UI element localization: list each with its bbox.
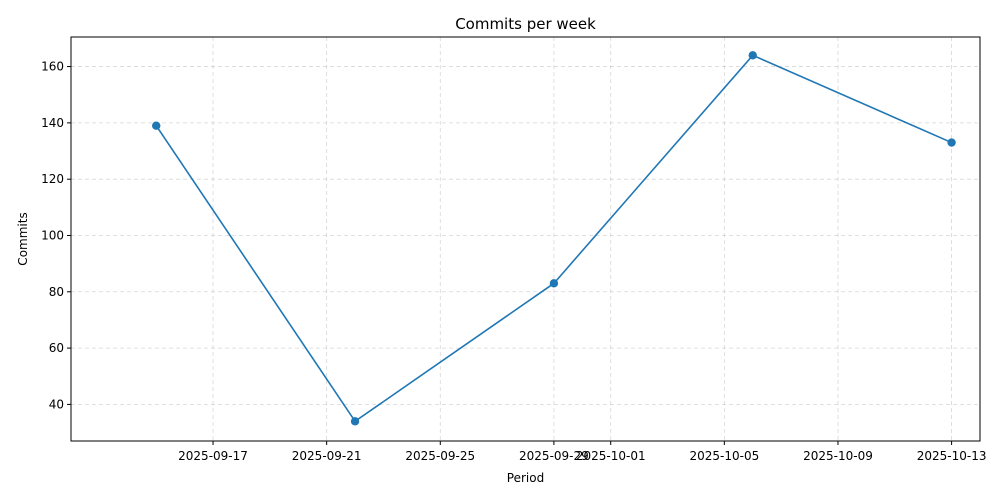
- x-tick-label: 2025-09-25: [405, 449, 475, 463]
- x-tick-label: 2025-09-21: [292, 449, 362, 463]
- axis-ticks: 2025-09-17 2025-09-21 2025-09-25 2025-09-29…: [41, 60, 986, 463]
- series-layer: [152, 51, 956, 426]
- y-tick-label: 60: [49, 341, 64, 355]
- y-tick-label: 160: [41, 60, 64, 74]
- data-point: [152, 121, 161, 130]
- data-point: [947, 138, 956, 147]
- y-tick-label: 140: [41, 116, 64, 130]
- y-tick-label: 80: [49, 285, 64, 299]
- x-tick-label: 2025-10-05: [689, 449, 759, 463]
- grid: [71, 37, 980, 441]
- plot-area-frame: [70, 36, 981, 442]
- chart-title: Commits per week: [455, 15, 596, 33]
- x-tick-label: 2025-10-13: [917, 449, 987, 463]
- y-tick-label: 40: [49, 397, 64, 411]
- y-tick-label: 100: [41, 228, 64, 242]
- data-point: [350, 417, 360, 426]
- x-tick-label: 2025-09-29: [519, 449, 589, 463]
- x-tick-label: 2025-09-17: [178, 449, 248, 463]
- x-axis-label: Period: [507, 471, 544, 485]
- data-point: [748, 51, 757, 60]
- x-tick-label: 2025-10-01: [576, 449, 646, 463]
- y-axis-label: Commits: [16, 212, 30, 265]
- x-tick-label: 2025-10-09: [803, 449, 873, 463]
- y-tick-label: 120: [41, 172, 64, 186]
- data-point: [549, 279, 559, 288]
